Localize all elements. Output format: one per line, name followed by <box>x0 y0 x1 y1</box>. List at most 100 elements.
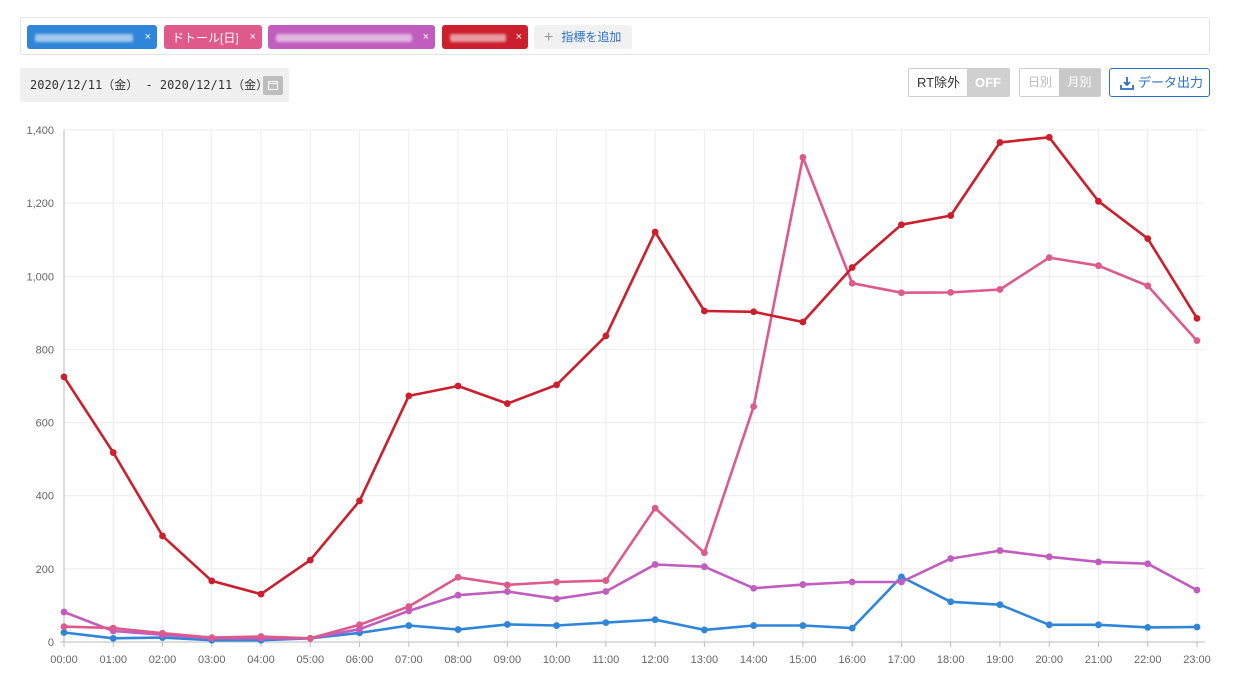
data-point-series-1 <box>848 264 856 271</box>
data-point-series-3 <box>750 584 758 592</box>
data-point-series-1 <box>1045 133 1053 141</box>
x-tick-label: 05:00 <box>297 654 325 666</box>
x-tick-label: 02:00 <box>149 654 177 666</box>
data-point-series-1 <box>159 532 166 540</box>
date-range-picker[interactable]: 2020/12/11（金） - 2020/12/11（金） <box>20 68 289 102</box>
data-point-series-1 <box>356 497 363 505</box>
data-point-series-4 <box>553 622 561 629</box>
data-point-series-3 <box>799 581 807 588</box>
data-point-series-2 <box>503 581 511 589</box>
rt-exclude-toggle[interactable]: RT除外 OFF <box>908 68 1010 97</box>
close-icon[interactable]: × <box>515 31 522 43</box>
metric-tag-3[interactable]: × <box>268 25 435 49</box>
x-tick-label: 20:00 <box>1035 654 1063 666</box>
blurred-label <box>35 33 133 42</box>
export-data-button[interactable]: データ出力 <box>1109 68 1210 97</box>
daily-button[interactable]: 日別 <box>1027 75 1052 89</box>
data-point-series-2 <box>208 634 216 642</box>
data-point-series-1 <box>257 590 265 598</box>
data-point-series-2 <box>1095 262 1102 270</box>
data-point-series-3 <box>848 578 856 586</box>
x-tick-label: 18:00 <box>937 654 965 666</box>
y-tick-label: 400 <box>36 491 54 503</box>
close-icon[interactable]: × <box>422 31 429 43</box>
data-point-series-1 <box>306 556 314 564</box>
x-tick-label: 01:00 <box>99 654 127 666</box>
data-point-series-3 <box>503 588 511 595</box>
data-point-series-2 <box>898 289 905 297</box>
calendar-icon[interactable] <box>263 76 283 95</box>
data-point-series-4 <box>602 619 610 627</box>
data-point-series-3 <box>602 588 610 595</box>
metric-tag-1[interactable]: × <box>27 25 157 49</box>
data-point-series-1 <box>109 449 117 456</box>
y-tick-label: 1,400 <box>26 125 54 137</box>
data-point-series-3 <box>1193 586 1201 594</box>
data-point-series-4 <box>454 626 462 633</box>
series-line-4 <box>63 575 1198 642</box>
data-point-series-1 <box>1193 314 1201 322</box>
date-range-text: 2020/12/11（金） - 2020/12/11（金） <box>30 78 269 92</box>
data-point-series-1 <box>750 308 758 316</box>
data-point-series-2 <box>750 403 758 410</box>
data-point-series-1 <box>700 307 708 315</box>
metric-tag-2[interactable]: ドトール[日] × <box>164 25 262 49</box>
data-point-series-4 <box>1144 623 1152 631</box>
data-point-series-1 <box>1144 235 1152 243</box>
data-point-series-2 <box>947 288 955 296</box>
data-point-series-1 <box>454 382 462 390</box>
data-point-series-3 <box>1144 560 1152 568</box>
close-icon[interactable]: × <box>249 31 256 43</box>
x-tick-label: 06:00 <box>346 654 374 666</box>
add-metric-label: 指標を追加 <box>561 30 622 44</box>
data-point-series-4 <box>898 573 905 581</box>
data-point-series-2 <box>159 629 166 637</box>
series-line-3 <box>63 549 1198 640</box>
data-point-series-1 <box>553 381 561 389</box>
rt-exclude-label: RT除外 <box>917 75 961 90</box>
data-point-series-3 <box>898 578 905 586</box>
data-point-series-2 <box>996 286 1004 293</box>
data-point-series-3 <box>651 561 659 568</box>
blurred-label <box>276 33 412 42</box>
download-icon <box>1120 77 1134 90</box>
x-tick-label: 11:00 <box>593 654 620 666</box>
data-point-series-4 <box>700 626 708 634</box>
data-point-series-1 <box>602 332 610 340</box>
data-point-series-4 <box>1045 621 1053 629</box>
data-point-series-2 <box>700 549 708 557</box>
data-point-series-2 <box>1144 282 1152 290</box>
data-point-series-4 <box>799 622 807 629</box>
data-point-series-1 <box>208 577 216 585</box>
data-point-series-4 <box>947 598 955 606</box>
data-point-series-2 <box>109 624 117 632</box>
metric-tag-bar: × ドトール[日] × × × + 指標を追加 <box>20 17 1210 55</box>
data-point-series-3 <box>947 555 955 563</box>
data-point-series-2 <box>306 634 314 642</box>
data-point-series-1 <box>996 139 1004 146</box>
data-point-series-4 <box>750 622 758 629</box>
blurred-label <box>450 33 506 42</box>
x-tick-label: 08:00 <box>444 654 472 666</box>
close-icon[interactable]: × <box>144 31 151 43</box>
x-tick-label: 23:00 <box>1183 654 1211 666</box>
data-point-series-2 <box>848 279 856 287</box>
metric-tag-4[interactable]: × <box>442 25 528 49</box>
data-point-series-1 <box>405 392 413 400</box>
y-tick-label: 800 <box>36 344 54 356</box>
y-tick-label: 1,000 <box>26 271 54 283</box>
y-tick-label: 1,200 <box>26 198 54 210</box>
data-point-series-1 <box>60 373 68 381</box>
x-tick-label: 03:00 <box>198 654 226 666</box>
add-metric-button[interactable]: + 指標を追加 <box>534 25 632 49</box>
monthly-button[interactable]: 月別 <box>1059 69 1100 96</box>
x-tick-label: 16:00 <box>838 654 866 666</box>
x-tick-label: 19:00 <box>986 654 1014 666</box>
x-tick-label: 07:00 <box>395 654 423 666</box>
data-point-series-4 <box>996 601 1004 609</box>
data-point-series-2 <box>454 573 462 581</box>
data-point-series-4 <box>1193 623 1201 631</box>
data-point-series-2 <box>1193 337 1201 345</box>
data-point-series-4 <box>405 622 413 629</box>
